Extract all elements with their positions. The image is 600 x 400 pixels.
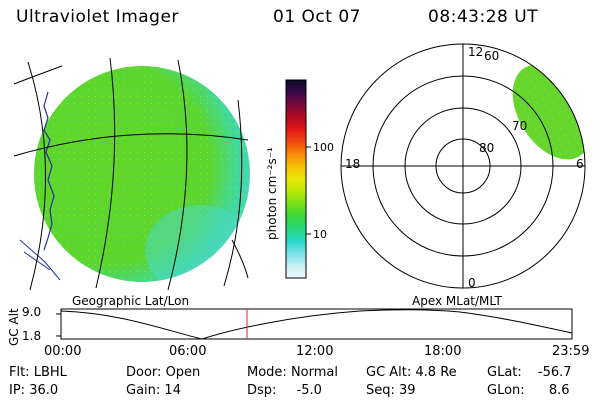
timeline-ytick-label: 9.0	[22, 305, 41, 319]
meridian-line	[95, 57, 116, 289]
timeline-ylabel: GC Alt	[7, 308, 21, 346]
colorbar-tick-label: 10	[313, 228, 327, 241]
status-gain-value: 14	[164, 383, 181, 398]
status-glat-label: GLat:	[487, 365, 522, 380]
polar-mlt-label-right: 6	[576, 157, 584, 171]
polar-panel-label: Apex MLat/MLT	[412, 294, 502, 308]
polar-lat-label: 80	[479, 141, 494, 155]
meridian-line	[167, 59, 188, 291]
status-dsp-value: -5.0	[296, 383, 322, 398]
meridian-line	[223, 99, 243, 287]
meridian-line	[27, 61, 46, 291]
timeline-frame	[60, 308, 573, 340]
timeline-xtick: 18:00	[424, 344, 462, 359]
status-gc-alt-value: 4.8 Re	[415, 365, 457, 380]
colorbar: 100 10 photon cm⁻²s⁻¹	[265, 79, 334, 279]
colorbar-unit-label: photon cm⁻²s⁻¹	[265, 147, 279, 240]
parallel-line	[13, 133, 249, 157]
status-filter-label: Flt:	[9, 365, 30, 380]
geo-panel-label: Geographic Lat/Lon	[72, 294, 190, 308]
status-gc-alt: GC Alt: 4.8 Re	[366, 366, 457, 380]
status-glat: GLat: -56.7	[487, 366, 572, 380]
status-seq: Seq: 39	[366, 384, 416, 398]
coastline	[43, 91, 55, 251]
status-gain-label: Gain:	[126, 383, 161, 398]
polar-lat-label: 60	[484, 49, 499, 63]
status-ip-value: 36.0	[29, 383, 59, 398]
timeline-ytick-label: 1.8	[22, 329, 41, 343]
status-glat-value: -56.7	[537, 365, 572, 380]
status-ip-label: IP:	[9, 383, 26, 398]
status-gc-alt-label: GC Alt:	[366, 365, 412, 380]
geo-image	[13, 57, 250, 291]
altitude-timeline: 9.0 1.8 GC Alt	[7, 305, 573, 346]
parallel-line	[13, 65, 63, 85]
header-time: 08:43:28 UT	[428, 7, 539, 27]
app-title: Ultraviolet Imager	[16, 7, 179, 27]
polar-lat-label: 70	[512, 119, 527, 133]
colorbar-scale	[285, 79, 307, 279]
status-gain: Gain: 14	[126, 384, 181, 398]
status-glon: GLon: 8.6	[487, 384, 570, 398]
status-door: Door: Open	[126, 366, 200, 380]
polar-mlt-label-top: 12	[468, 45, 483, 59]
status-door-value: Open	[165, 365, 201, 380]
timeline-xtick: 12:00	[296, 344, 334, 359]
status-door-label: Door:	[126, 365, 162, 380]
status-dsp: Dsp: -5.0	[247, 384, 322, 398]
altitude-curve	[60, 309, 573, 340]
status-seq-value: 39	[399, 383, 416, 398]
status-glon-label: GLon:	[487, 383, 525, 398]
colorbar-tick-label: 100	[313, 141, 334, 154]
status-mode-label: Mode:	[247, 365, 287, 380]
polar-mlt-label-left: 18	[345, 157, 360, 171]
polar-mlt-label-bottom: 0	[468, 276, 476, 290]
status-dsp-label: Dsp:	[247, 383, 277, 398]
header-date: 01 Oct 07	[273, 7, 361, 27]
status-ip: IP: 36.0	[9, 384, 58, 398]
status-glon-value: 8.6	[548, 383, 570, 398]
polar-plot: 60 70 80 12 18 0 6	[340, 43, 586, 290]
status-mode: Mode: Normal	[247, 366, 338, 380]
timeline-xtick: 00:00	[44, 344, 82, 359]
status-mode-value: Normal	[290, 365, 338, 380]
timeline-xtick: 23:59	[552, 344, 590, 359]
status-seq-label: Seq:	[366, 383, 395, 398]
status-filter: Flt: LBHL	[9, 366, 67, 380]
timeline-xtick: 06:00	[169, 344, 207, 359]
parallel-line	[231, 239, 249, 279]
status-filter-value: LBHL	[33, 365, 67, 380]
